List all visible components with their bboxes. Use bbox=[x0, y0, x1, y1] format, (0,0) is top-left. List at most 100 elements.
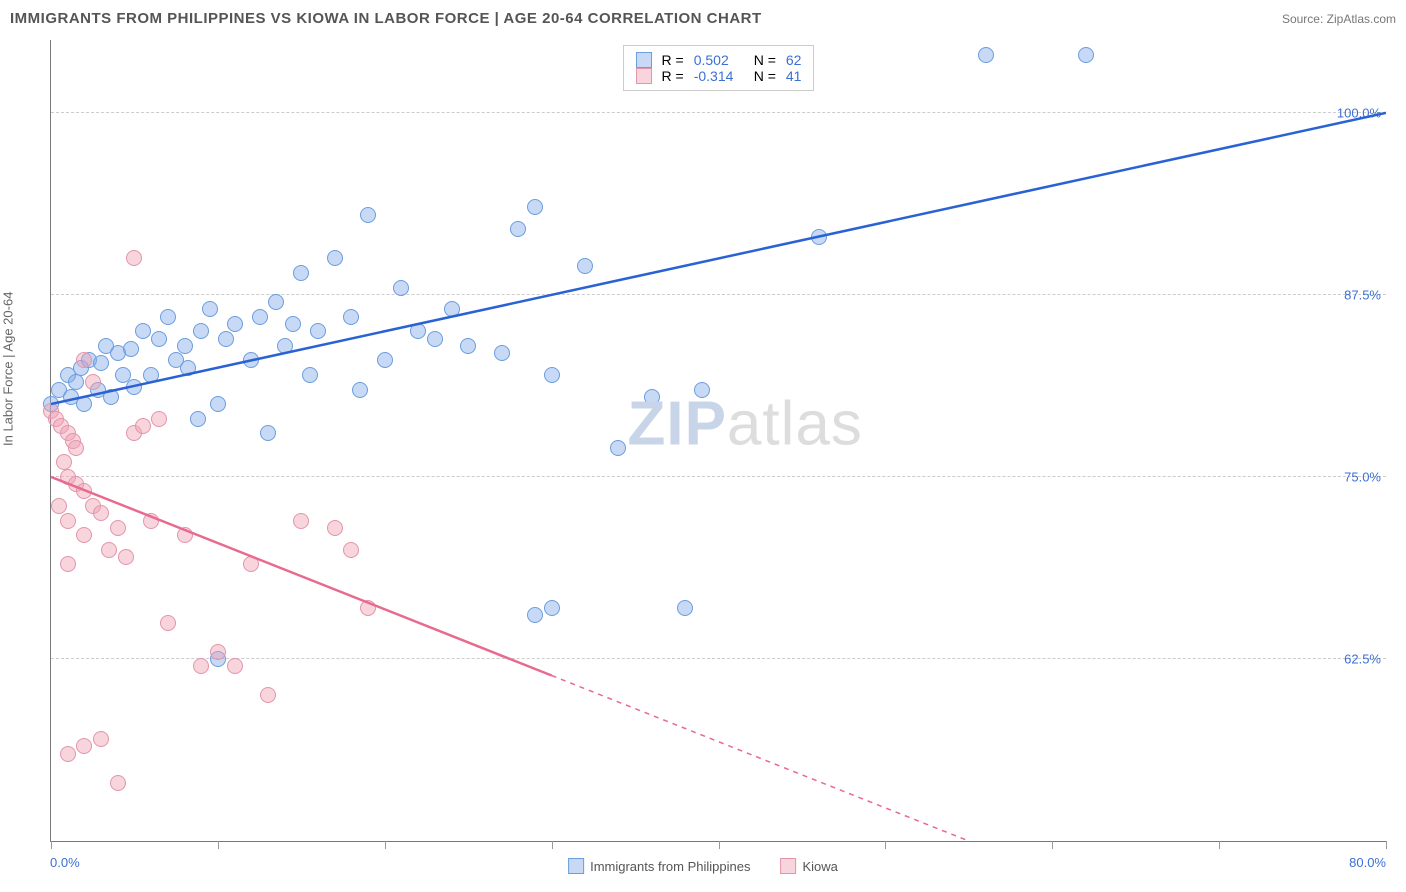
scatter-point bbox=[103, 389, 119, 405]
scatter-point bbox=[410, 323, 426, 339]
scatter-point bbox=[76, 738, 92, 754]
legend-n-value-a: 62 bbox=[786, 52, 802, 68]
scatter-point bbox=[644, 389, 660, 405]
scatter-point bbox=[510, 221, 526, 237]
scatter-point bbox=[293, 513, 309, 529]
gridline bbox=[51, 476, 1386, 477]
swatch-series-b bbox=[636, 68, 652, 84]
scatter-point bbox=[60, 746, 76, 762]
scatter-point bbox=[93, 355, 109, 371]
scatter-point bbox=[544, 367, 560, 383]
scatter-point bbox=[610, 440, 626, 456]
scatter-point bbox=[343, 309, 359, 325]
series-legend: Immigrants from Philippines Kiowa bbox=[568, 858, 838, 874]
scatter-point bbox=[310, 323, 326, 339]
scatter-point bbox=[210, 396, 226, 412]
scatter-point bbox=[110, 520, 126, 536]
chart-plot-area: ZIPatlas R = 0.502 N = 62 R = -0.314 N =… bbox=[50, 40, 1386, 842]
x-axis-max-label: 80.0% bbox=[1349, 855, 1386, 870]
gridline bbox=[51, 658, 1386, 659]
scatter-point bbox=[544, 600, 560, 616]
scatter-point bbox=[193, 658, 209, 674]
legend-label-a: Immigrants from Philippines bbox=[590, 859, 750, 874]
trend-lines-layer bbox=[51, 40, 1386, 841]
x-tick bbox=[552, 841, 553, 849]
scatter-point bbox=[123, 341, 139, 357]
scatter-point bbox=[143, 367, 159, 383]
y-tick-label: 87.5% bbox=[1344, 287, 1381, 302]
scatter-point bbox=[577, 258, 593, 274]
scatter-point bbox=[93, 505, 109, 521]
scatter-point bbox=[352, 382, 368, 398]
legend-item-a: Immigrants from Philippines bbox=[568, 858, 750, 874]
scatter-point bbox=[444, 301, 460, 317]
scatter-point bbox=[327, 520, 343, 536]
x-tick bbox=[385, 841, 386, 849]
scatter-point bbox=[243, 352, 259, 368]
x-tick bbox=[218, 841, 219, 849]
scatter-point bbox=[218, 331, 234, 347]
scatter-point bbox=[76, 483, 92, 499]
scatter-point bbox=[135, 418, 151, 434]
scatter-point bbox=[93, 731, 109, 747]
scatter-point bbox=[527, 607, 543, 623]
scatter-point bbox=[811, 229, 827, 245]
scatter-point bbox=[210, 644, 226, 660]
scatter-point bbox=[360, 207, 376, 223]
swatch-series-a bbox=[568, 858, 584, 874]
scatter-point bbox=[110, 775, 126, 791]
scatter-point bbox=[427, 331, 443, 347]
swatch-series-a bbox=[636, 52, 652, 68]
scatter-point bbox=[76, 396, 92, 412]
y-tick-label: 75.0% bbox=[1344, 469, 1381, 484]
scatter-point bbox=[460, 338, 476, 354]
legend-r-label: R = bbox=[662, 52, 684, 68]
scatter-point bbox=[101, 542, 117, 558]
legend-n-value-b: 41 bbox=[786, 68, 802, 84]
scatter-point bbox=[190, 411, 206, 427]
scatter-point bbox=[51, 498, 67, 514]
x-tick bbox=[1052, 841, 1053, 849]
scatter-point bbox=[677, 600, 693, 616]
legend-row-a: R = 0.502 N = 62 bbox=[636, 52, 802, 68]
scatter-point bbox=[268, 294, 284, 310]
scatter-point bbox=[68, 374, 84, 390]
y-axis-label: In Labor Force | Age 20-64 bbox=[1, 292, 16, 446]
scatter-point bbox=[76, 527, 92, 543]
scatter-point bbox=[85, 374, 101, 390]
scatter-point bbox=[177, 338, 193, 354]
scatter-point bbox=[393, 280, 409, 296]
y-tick-label: 62.5% bbox=[1344, 651, 1381, 666]
chart-title: IMMIGRANTS FROM PHILIPPINES VS KIOWA IN … bbox=[10, 10, 762, 27]
legend-r-value-b: -0.314 bbox=[694, 68, 744, 84]
scatter-point bbox=[202, 301, 218, 317]
chart-source: Source: ZipAtlas.com bbox=[1282, 12, 1396, 26]
scatter-point bbox=[151, 331, 167, 347]
legend-r-label: R = bbox=[662, 68, 684, 84]
x-tick bbox=[719, 841, 720, 849]
scatter-point bbox=[160, 309, 176, 325]
watermark: ZIPatlas bbox=[627, 389, 862, 460]
scatter-point bbox=[343, 542, 359, 558]
scatter-point bbox=[68, 440, 84, 456]
y-tick-label: 100.0% bbox=[1337, 105, 1381, 120]
swatch-series-b bbox=[780, 858, 796, 874]
scatter-point bbox=[227, 658, 243, 674]
scatter-point bbox=[293, 265, 309, 281]
legend-r-value-a: 0.502 bbox=[694, 52, 744, 68]
scatter-point bbox=[277, 338, 293, 354]
scatter-point bbox=[160, 615, 176, 631]
x-tick bbox=[51, 841, 52, 849]
legend-row-b: R = -0.314 N = 41 bbox=[636, 68, 802, 84]
scatter-point bbox=[302, 367, 318, 383]
scatter-point bbox=[252, 309, 268, 325]
scatter-point bbox=[180, 360, 196, 376]
gridline bbox=[51, 112, 1386, 113]
scatter-point bbox=[285, 316, 301, 332]
scatter-point bbox=[60, 556, 76, 572]
scatter-point bbox=[118, 549, 134, 565]
scatter-point bbox=[151, 411, 167, 427]
x-tick bbox=[885, 841, 886, 849]
scatter-point bbox=[143, 513, 159, 529]
scatter-point bbox=[56, 454, 72, 470]
